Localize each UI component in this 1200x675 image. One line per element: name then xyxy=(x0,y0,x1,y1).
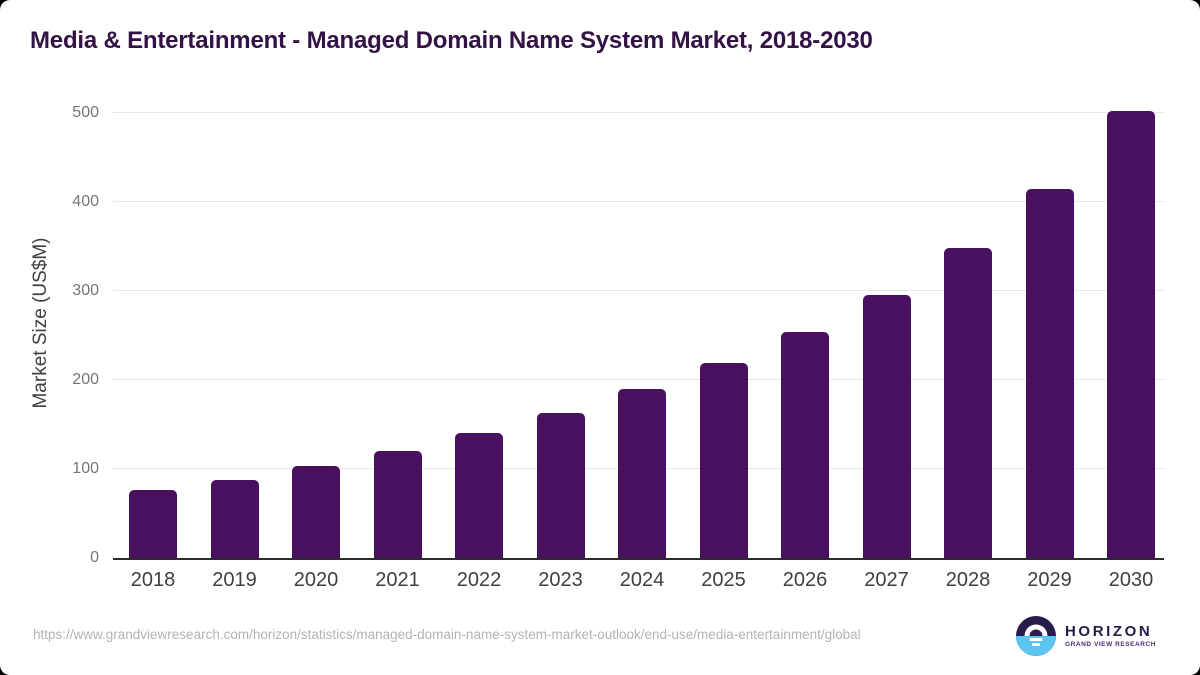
gridline-500 xyxy=(113,111,1164,113)
bar-2019 xyxy=(210,479,259,558)
horizon-sunset-icon xyxy=(1016,616,1056,656)
bar-2029 xyxy=(1025,189,1074,558)
chart-title: Media & Entertainment - Managed Domain N… xyxy=(30,27,873,54)
x-tick-label-2023: 2023 xyxy=(538,569,583,591)
bar-2020 xyxy=(292,466,340,558)
x-tick-label-2021: 2021 xyxy=(375,569,420,591)
y-tick-label-100: 100 xyxy=(72,459,99,477)
y-tick-label-300: 300 xyxy=(72,281,99,299)
bar-2018 xyxy=(129,490,177,558)
ripple-icon xyxy=(1029,638,1043,641)
logo-tagline: GRAND VIEW RESEARCH xyxy=(1065,641,1156,648)
gridline-200 xyxy=(113,378,1164,380)
x-tick-label-2030: 2030 xyxy=(1108,569,1154,591)
logo-brand-name: HORIZON xyxy=(1065,623,1153,640)
y-tick-label-400: 400 xyxy=(72,192,99,210)
bar-2027 xyxy=(862,295,911,558)
bar-2021 xyxy=(373,451,422,558)
water-half-icon xyxy=(1016,636,1056,656)
bar-2022 xyxy=(455,433,503,558)
gridline-400 xyxy=(113,200,1164,202)
gridline-300 xyxy=(113,289,1164,291)
x-tick-label-2029: 2029 xyxy=(1027,569,1072,591)
ripple-icon xyxy=(1032,643,1040,646)
bar-2028 xyxy=(944,247,992,558)
bar-2030 xyxy=(1107,110,1155,558)
x-tick-label-2028: 2028 xyxy=(945,569,991,591)
x-tick-label-2019: 2019 xyxy=(212,569,257,591)
x-tick-label-2025: 2025 xyxy=(701,569,746,591)
source-url: https://www.grandviewresearch.com/horizo… xyxy=(33,627,861,642)
x-tick-label-2022: 2022 xyxy=(456,569,502,591)
bar-2024 xyxy=(618,388,666,558)
horizon-logo: HORIZON GRAND VIEW RESEARCH xyxy=(1016,616,1156,656)
logo-text: HORIZON GRAND VIEW RESEARCH xyxy=(1065,623,1156,649)
x-tick-label-2024: 2024 xyxy=(619,569,665,591)
bar-2023 xyxy=(536,412,585,558)
bar-2025 xyxy=(699,362,748,558)
y-tick-label-0: 0 xyxy=(90,549,99,566)
y-tick-label-200: 200 xyxy=(72,370,99,388)
x-tick-label-2018: 2018 xyxy=(130,569,176,591)
x-tick-label-2020: 2020 xyxy=(293,569,339,591)
plot-area xyxy=(113,60,1164,560)
x-tick-label-2026: 2026 xyxy=(782,569,828,591)
x-tick-label-2027: 2027 xyxy=(864,569,909,591)
bar-2026 xyxy=(781,331,829,558)
y-tick-label-500: 500 xyxy=(72,103,99,121)
